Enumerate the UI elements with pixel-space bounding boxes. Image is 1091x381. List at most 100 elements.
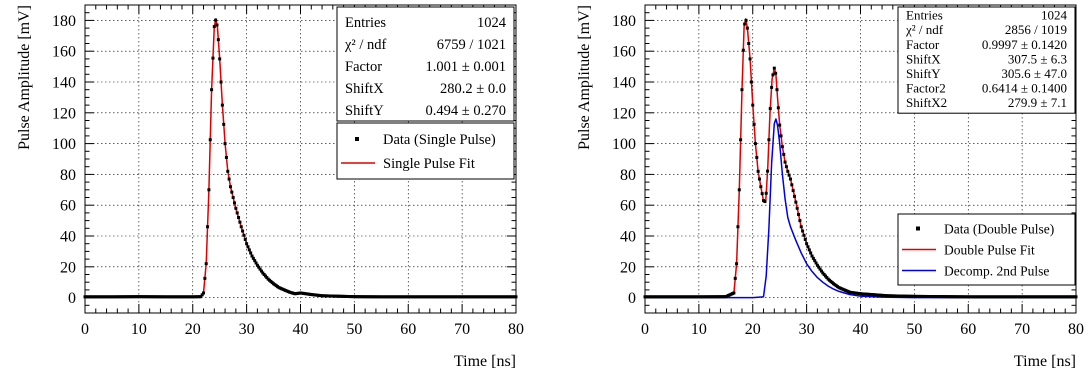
legend-marker [355, 137, 359, 141]
y-tick-label: 40 [60, 229, 76, 246]
data-point [741, 48, 745, 52]
data-point [748, 57, 752, 61]
data-point [514, 295, 518, 299]
data-point [259, 269, 263, 273]
y-tick-label: 160 [612, 44, 636, 61]
stats-value: 2856 / 1019 [1005, 22, 1067, 37]
x-tick-label: 80 [508, 321, 524, 338]
stats-name: ShiftY [345, 103, 384, 119]
data-point [753, 142, 757, 146]
data-point [208, 138, 212, 142]
y-tick-label: 140 [612, 75, 636, 92]
stats-value: 0.9997 ± 0.1420 [982, 37, 1067, 52]
data-point [817, 265, 821, 269]
data-point [791, 189, 795, 193]
stats-name: ShiftY [906, 66, 941, 81]
y-tick-label: 180 [52, 13, 76, 30]
data-point [257, 265, 261, 269]
data-point [739, 138, 743, 142]
data-point [199, 295, 203, 299]
right-panel: 0 10 20 30 40 50 60 70 80 0 20 40 60 80 100 120 140 160 18… [576, 4, 1084, 370]
data-point [771, 73, 775, 77]
data-point [788, 177, 792, 181]
data-point [821, 271, 825, 275]
data-point [233, 201, 237, 205]
data-point [784, 165, 788, 169]
stats-name: Entries [906, 8, 943, 23]
data-point [774, 71, 778, 75]
x-tick-label: 0 [641, 321, 649, 338]
data-point [223, 142, 227, 146]
data-point [787, 173, 791, 177]
y-tick-label: 100 [612, 136, 636, 153]
x-tick-label: 70 [1014, 321, 1030, 338]
y-tick-label: 0 [68, 290, 76, 307]
data-point [772, 66, 776, 70]
data-point [219, 80, 223, 84]
stats-value: 280.2 ± 0.0 [440, 81, 506, 97]
stats-name: Entries [345, 15, 386, 31]
data-point [253, 259, 257, 263]
data-point [262, 273, 266, 276]
data-point [743, 22, 747, 26]
data-point [234, 206, 238, 210]
data-point [202, 291, 206, 295]
data-point [755, 155, 759, 159]
y-tick-label: 0 [628, 290, 636, 307]
legend-label: Decomp. 2nd Pulse [944, 264, 1049, 279]
data-point [814, 261, 818, 265]
x-tick-label: 20 [185, 321, 201, 338]
data-point [757, 177, 761, 181]
data-point [799, 225, 803, 229]
data-point [751, 103, 755, 107]
legend-label: Data (Double Pulse) [944, 222, 1054, 237]
data-point [258, 267, 262, 271]
x-tick-label: 80 [1068, 321, 1084, 338]
data-point [235, 211, 239, 215]
x-tick-label: 40 [853, 321, 869, 338]
data-point [749, 80, 753, 84]
x-tick-label: 0 [81, 321, 89, 338]
data-point [802, 233, 806, 237]
data-point [212, 25, 216, 29]
stats-value: 279.9 ± 7.1 [1008, 95, 1067, 110]
data-point [238, 220, 242, 224]
data-point [809, 251, 813, 255]
stats-name: χ² / ndf [344, 37, 387, 53]
y-axis-title: Pulse Amplitude [mV] [16, 5, 33, 150]
data-point [797, 212, 801, 216]
left-panel: 0 10 20 30 40 50 60 70 80 0 20 40 60 80 100 120 140 160 18… [16, 4, 524, 370]
data-point [227, 177, 231, 181]
data-point [230, 190, 234, 194]
data-point [798, 219, 802, 223]
y-tick-label: 60 [620, 198, 636, 215]
data-point [210, 88, 214, 92]
data-point [228, 185, 232, 189]
data-point [806, 245, 810, 249]
stats-value: 6759 / 1021 [437, 37, 506, 53]
data-point [733, 276, 737, 280]
data-point [813, 259, 817, 263]
data-point [261, 271, 265, 275]
data-point [254, 261, 258, 265]
data-point [759, 185, 763, 189]
y-tick-label: 120 [52, 105, 76, 122]
stats-value: 307.5 ± 6.3 [1008, 51, 1067, 66]
y-tick-label: 20 [620, 259, 636, 276]
data-point [732, 291, 736, 295]
stats-name: Factor [345, 59, 382, 75]
data-point [1074, 295, 1078, 299]
data-point [752, 122, 756, 126]
data-point [200, 293, 204, 297]
stats-value: 1.001 ± 0.001 [426, 59, 506, 75]
data-point [215, 23, 219, 27]
stats-name: χ² / ndf [905, 22, 944, 37]
data-point [770, 85, 774, 89]
x-axis-title: Time [ns] [1014, 353, 1076, 370]
data-point [790, 183, 794, 187]
x-tick-label: 70 [454, 321, 470, 338]
data-point [805, 242, 809, 246]
data-point [218, 57, 222, 61]
data-point [810, 254, 814, 258]
stats-box [897, 6, 1076, 114]
